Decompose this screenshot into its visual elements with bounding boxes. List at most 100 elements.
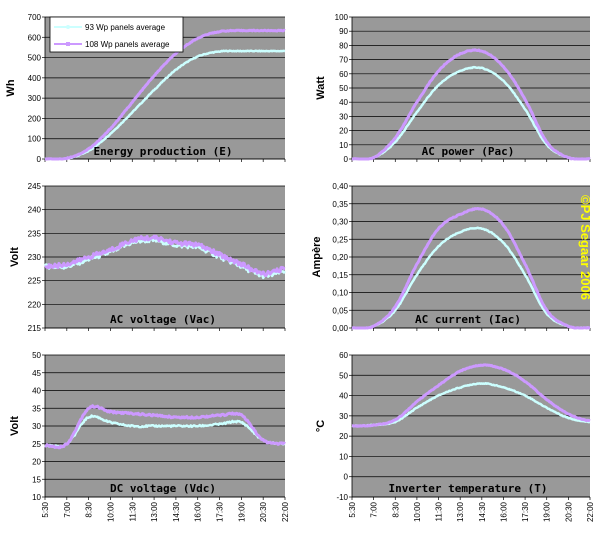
legend-label-93wp: 93 Wp panels average xyxy=(85,23,166,32)
y-tick-label: 30 xyxy=(339,112,348,121)
y-tick-label: 30 xyxy=(339,412,348,421)
x-tick-label: 5:30 xyxy=(348,501,357,517)
chart-title: AC current (Iac) xyxy=(415,313,521,326)
x-tick-label: 7:00 xyxy=(63,501,72,517)
x-tick-label: 7:00 xyxy=(370,501,379,517)
legend-marker-108wp xyxy=(66,42,70,46)
y-tick-label: 20 xyxy=(32,458,41,467)
y-tick-label: 300 xyxy=(28,94,42,103)
dc-voltage-chart: 10 15 20 25 30 35 40 45 50 5:30 7:00 8:30 10:00 11:30… xyxy=(9,351,290,522)
y-tick-label: 0 xyxy=(344,473,349,482)
x-tick-label: 16:00 xyxy=(194,501,203,522)
y-tick-label: 600 xyxy=(28,33,42,42)
legend-label-108wp: 108 Wp panels average xyxy=(85,40,170,49)
ac-current-chart: 0,00 0,05 0,10 0,15 0,20 0,25 0,30 0,35 0,40 AC c… xyxy=(311,182,591,333)
y-tick-label: 50 xyxy=(339,84,348,93)
y-tick-label: 20 xyxy=(339,127,348,136)
y-tick-label: 0,40 xyxy=(332,182,348,191)
y-tick-label: 30 xyxy=(32,422,41,431)
y-tick-label: 0,20 xyxy=(332,253,348,262)
series-line-108wp xyxy=(44,28,286,161)
y-tick-label: 240 xyxy=(28,206,42,215)
legend-marker-93wp xyxy=(66,25,70,29)
y-tick-label: 230 xyxy=(28,253,42,262)
copyright-label: ©PJ Segaar 2006 xyxy=(578,195,593,300)
plot-area xyxy=(352,355,590,497)
x-tick-label: 8:30 xyxy=(85,501,94,517)
y-tick-label: 100 xyxy=(28,135,42,144)
y-tick-label: 40 xyxy=(339,392,348,401)
x-tick-label: 5:30 xyxy=(41,501,50,517)
x-tick-label: 16:00 xyxy=(499,501,508,522)
series-line-108wp xyxy=(351,207,591,330)
inverter-temperature-chart: -10 0 10 20 30 40 50 60 5:30 7:00 8:30 10:00 11:30 13… xyxy=(315,351,595,522)
series-line-108wp xyxy=(351,48,591,161)
y-tick-label: 40 xyxy=(32,387,41,396)
y-tick-label: 60 xyxy=(339,351,348,360)
x-tick-label: 11:30 xyxy=(435,501,444,521)
y-axis-label: °C xyxy=(315,420,327,432)
x-tick-label: 22:00 xyxy=(586,501,595,522)
x-tick-label: 11:30 xyxy=(128,501,137,521)
series-line-93wp xyxy=(44,414,286,449)
y-tick-label: 90 xyxy=(339,27,348,36)
y-tick-label: 400 xyxy=(28,74,42,83)
y-tick-label: 15 xyxy=(32,475,41,484)
y-tick-label: 10 xyxy=(339,452,348,461)
x-tick-label: 14:30 xyxy=(172,501,181,522)
ac-power-chart: 0 10 20 30 40 50 60 70 80 90 100 AC power (Pac) Watt xyxy=(315,13,591,164)
y-tick-label: 70 xyxy=(339,56,348,65)
y-axis-label: Wh xyxy=(5,79,17,96)
y-tick-label: 200 xyxy=(28,114,42,123)
x-tick-label: 19:00 xyxy=(543,501,552,522)
y-tick-label: 25 xyxy=(32,440,41,449)
y-tick-label: 0,15 xyxy=(332,271,348,280)
chart-title: Energy production (E) xyxy=(93,145,232,158)
y-tick-label: 225 xyxy=(28,277,42,286)
y-tick-label: 0,00 xyxy=(332,324,348,333)
y-tick-label: 235 xyxy=(28,229,42,238)
y-tick-label: 0 xyxy=(37,155,42,164)
chart-title: DC voltage (Vdc) xyxy=(110,482,216,495)
chart-title: Inverter temperature (T) xyxy=(389,482,548,495)
y-axis-label: Ampère xyxy=(311,237,323,278)
chart-title: AC voltage (Vac) xyxy=(110,313,216,326)
y-tick-label: 10 xyxy=(339,141,348,150)
y-tick-label: 220 xyxy=(28,300,42,309)
y-tick-label: 0,35 xyxy=(332,200,348,209)
y-axis-label: Watt xyxy=(315,76,327,100)
x-tick-label: 19:00 xyxy=(237,501,246,522)
x-tick-label: 17:30 xyxy=(521,501,530,522)
x-tick-label: 20:30 xyxy=(564,501,573,522)
y-axis-label: Volt xyxy=(9,247,21,267)
y-tick-label: 0,05 xyxy=(332,306,348,315)
x-tick-label: 10:00 xyxy=(106,501,115,522)
y-tick-label: 40 xyxy=(339,98,348,107)
y-tick-label: 0,25 xyxy=(332,235,348,244)
y-tick-label: 35 xyxy=(32,404,41,413)
y-axis-label: Volt xyxy=(9,416,21,436)
y-tick-label: 215 xyxy=(28,324,42,333)
y-tick-label: 60 xyxy=(339,70,348,79)
y-tick-label: 50 xyxy=(339,371,348,380)
y-tick-label: -10 xyxy=(336,493,348,502)
y-tick-label: 0,30 xyxy=(332,218,348,227)
legend: 93 Wp panels average 108 Wp panels avera… xyxy=(49,16,184,53)
series-line-108wp xyxy=(44,234,286,278)
ac-voltage-chart: 215 220 225 230 235 240 245 AC voltage (Vac) Vol… xyxy=(9,182,286,333)
x-tick-label: 8:30 xyxy=(391,501,400,517)
x-tick-label: 20:30 xyxy=(259,501,268,522)
y-tick-label: 500 xyxy=(28,54,42,63)
y-tick-label: 100 xyxy=(335,13,349,22)
series-line-108wp xyxy=(351,363,591,428)
x-tick-label: 17:30 xyxy=(216,501,225,522)
chart-title: AC power (Pac) xyxy=(422,145,515,158)
x-tick-label: 22:00 xyxy=(281,501,290,522)
y-tick-label: 700 xyxy=(28,13,42,22)
y-tick-label: 80 xyxy=(339,41,348,50)
y-tick-label: 20 xyxy=(339,432,348,441)
x-tick-label: 10:00 xyxy=(413,501,422,522)
x-tick-label: 13:00 xyxy=(150,501,159,522)
x-tick-label: 13:00 xyxy=(456,501,465,522)
